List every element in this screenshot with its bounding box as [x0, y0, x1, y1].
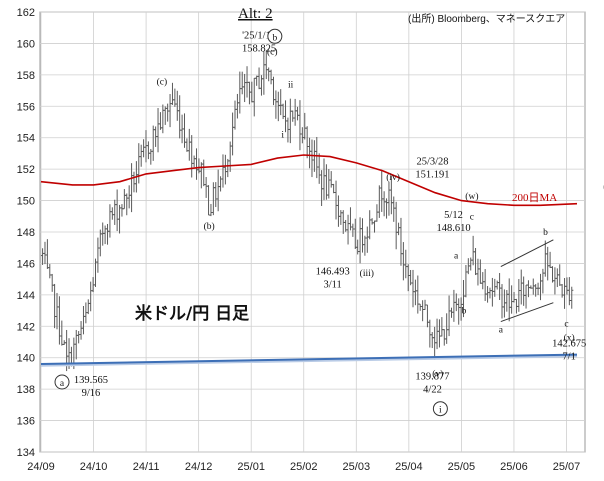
support-line-shadow: [40, 354, 578, 367]
x-tick-label: 25/01: [237, 461, 265, 473]
ma200-line: [40, 154, 578, 207]
wave-label: (b): [204, 221, 215, 232]
y-tick-label: 150: [17, 196, 35, 208]
y-tick-label: 152: [17, 164, 35, 176]
wave-label: a: [454, 252, 459, 262]
wave-label: (c): [267, 46, 278, 57]
x-tick-label: 25/06: [500, 461, 528, 473]
wave-label: (iii): [360, 268, 374, 279]
x-tick-label: 24/10: [80, 461, 108, 473]
pattern-line: [500, 239, 554, 268]
price-annotation: 158.825: [242, 44, 276, 55]
price-annotation: '25/1/10: [242, 31, 276, 42]
wave-label: (iv): [386, 172, 400, 183]
price-annotation: 5/12: [444, 210, 463, 221]
price-annotation: 148.610: [436, 223, 470, 234]
wave-label: i: [281, 131, 284, 141]
y-axis: 134 136 138 140 142 144 146 148 150 152 154 156 158 1…: [17, 7, 35, 459]
x-tick-label: 24/12: [185, 461, 213, 473]
wave-label: c: [564, 319, 568, 329]
price-annotation: 151.191: [415, 169, 449, 180]
y-tick-label: 138: [17, 384, 35, 396]
source-note: (出所) Bloomberg、マネースクエア: [408, 12, 565, 25]
price-annotation: 9/16: [82, 388, 101, 399]
circled-label: a: [54, 374, 70, 390]
x-tick-label: 25/07: [553, 461, 581, 473]
x-tick-label: 24/11: [133, 461, 160, 473]
wave-label: (c): [157, 76, 168, 87]
wave-label: a: [499, 326, 504, 336]
y-tick-label: 144: [17, 290, 35, 302]
x-tick-label: 25/04: [395, 461, 423, 473]
y-tick-label: 162: [17, 7, 35, 19]
y-tick-label: 154: [17, 133, 35, 145]
price-annotation: 4/22: [423, 385, 442, 396]
circle-mark: [54, 374, 70, 390]
y-tick-label: 148: [17, 227, 35, 239]
circled-label: i: [432, 401, 448, 417]
y-tick-label: 142: [17, 321, 35, 333]
circled-text: i: [439, 406, 442, 416]
x-tick-label: 25/02: [290, 461, 318, 473]
circled-text: a: [60, 379, 65, 389]
price-annotation: 139.565: [74, 375, 108, 386]
wave-label: c: [470, 212, 474, 222]
price-annotation: 7/1: [562, 352, 575, 363]
ohlc-bar: [570, 286, 574, 309]
overlay-lines: [40, 154, 578, 367]
price-annotation: 3/11: [324, 279, 342, 290]
pattern-line: [500, 302, 554, 323]
annotations: (c)(b)(c)iii(iv)(iii)(w)cababc(x)(v)c(y)…: [54, 28, 604, 417]
circled-text: b: [272, 33, 277, 43]
circled-label: b: [267, 28, 283, 44]
wave-label: b: [462, 307, 467, 317]
price-annotation: 139.877: [415, 372, 449, 383]
y-tick-label: 134: [17, 447, 35, 459]
y-tick-label: 158: [17, 70, 35, 82]
y-tick-label: 136: [17, 416, 35, 428]
wave-label: (v): [432, 369, 443, 380]
y-tick-label: 160: [17, 38, 35, 50]
price-annotation: 146.493: [316, 266, 350, 277]
x-tick-label: 25/03: [343, 461, 371, 473]
y-tick-label: 146: [17, 258, 35, 270]
pair-label: 米ドル/円 日足: [135, 303, 249, 324]
x-tick-label: 24/09: [27, 461, 55, 473]
price-bars: [40, 50, 574, 372]
support-line: [40, 353, 578, 365]
circle-mark: [267, 28, 283, 44]
price-annotation: 142.675: [552, 339, 586, 350]
wave-label: (x): [564, 332, 575, 343]
chart-title: Alt: 2: [238, 6, 273, 22]
x-axis: 24/09 24/10 24/11 24/12 25/01 25/02 25/03 25/04…: [27, 461, 580, 473]
circle-mark: [432, 401, 448, 417]
wave-label: (w): [465, 191, 478, 202]
wave-label: ii: [288, 80, 294, 90]
y-tick-label: 140: [17, 353, 35, 365]
ma-label: 200日MA: [512, 192, 557, 204]
y-tick-label: 156: [17, 101, 35, 113]
price-annotation: 25/3/28: [416, 156, 448, 167]
wave-label: b: [543, 228, 548, 238]
x-tick-label: 25/05: [448, 461, 476, 473]
